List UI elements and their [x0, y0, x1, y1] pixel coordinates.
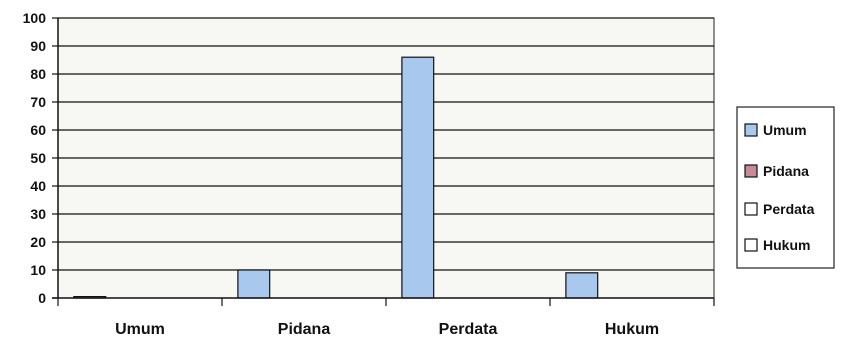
y-tick-label: 90 — [30, 38, 46, 54]
x-tick-label: Hukum — [605, 321, 659, 338]
y-tick-label: 10 — [30, 262, 46, 278]
legend-swatch-hukum — [744, 238, 758, 252]
x-ticks: Umum Pidana Perdata Hukum — [57, 298, 715, 338]
y-tick-label: 60 — [30, 122, 46, 138]
bar-umum-pidana — [237, 269, 271, 299]
y-tick-label: 20 — [30, 234, 46, 250]
legend-swatch-perdata — [744, 202, 758, 216]
y-ticks: 0 10 20 30 40 50 60 70 80 90 100 — [23, 10, 58, 306]
legend-label-pidana: Pidana — [763, 163, 809, 179]
y-tick-label: 50 — [30, 150, 46, 166]
y-tick-label: 0 — [38, 290, 46, 306]
legend-swatch-pidana — [744, 164, 758, 178]
bar-umum-perdata — [401, 56, 435, 299]
gridlines — [58, 17, 714, 271]
legend-label-hukum: Hukum — [763, 237, 810, 253]
y-tick-label: 100 — [23, 10, 47, 26]
legend-swatch-umum — [744, 123, 758, 137]
legend: Umum Pidana Perdata Hukum — [736, 106, 835, 269]
x-tick-label: Perdata — [439, 321, 498, 338]
y-tick-label: 40 — [30, 178, 46, 194]
legend-label-umum: Umum — [763, 122, 807, 138]
bar-umum-hukum — [565, 272, 599, 299]
x-tick-label: Umum — [115, 321, 165, 338]
y-tick-label: 30 — [30, 206, 46, 222]
y-tick-label: 70 — [30, 94, 46, 110]
legend-label-perdata: Perdata — [763, 201, 815, 217]
x-tick-label: Pidana — [278, 321, 331, 338]
y-tick-label: 80 — [30, 66, 46, 82]
